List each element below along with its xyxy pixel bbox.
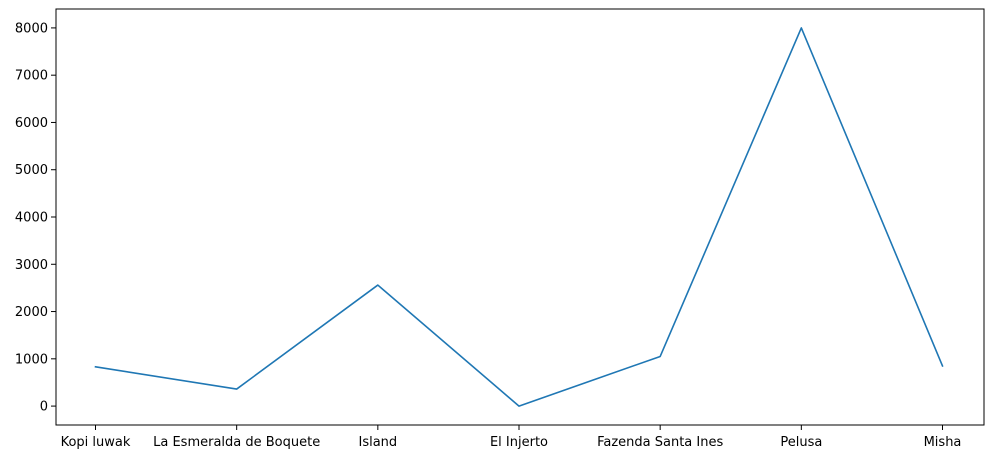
- y-tick-label: 7000: [15, 69, 48, 84]
- x-tick-label: La Esmeralda de Boquete: [153, 435, 320, 450]
- y-tick-label: 4000: [15, 211, 48, 226]
- x-tick-label: Island: [358, 435, 397, 450]
- x-tick-label: El Injerto: [490, 435, 548, 450]
- series-line: [94, 27, 944, 407]
- y-axis: 0 1000 2000 3000 4000 5000 6000 7000 8000: [15, 21, 56, 415]
- x-tick-label: Fazenda Santa Ines: [597, 435, 723, 450]
- x-tick-label: Misha: [924, 435, 962, 450]
- y-tick-label: 1000: [15, 352, 48, 367]
- y-tick-label: 5000: [15, 163, 48, 178]
- x-tick-label: Kopi luwak: [61, 435, 131, 450]
- y-tick-label: 6000: [15, 116, 48, 131]
- y-tick-label: 3000: [15, 258, 48, 273]
- y-tick-label: 0: [40, 400, 48, 415]
- x-tick-label: Pelusa: [780, 435, 822, 450]
- y-tick-label: 8000: [15, 21, 48, 36]
- x-axis: Kopi luwak La Esmeralda de Boquete Island E…: [61, 425, 962, 450]
- axes-frame: [55, 8, 985, 426]
- plot-area: [94, 27, 944, 407]
- y-tick-label: 2000: [15, 305, 48, 320]
